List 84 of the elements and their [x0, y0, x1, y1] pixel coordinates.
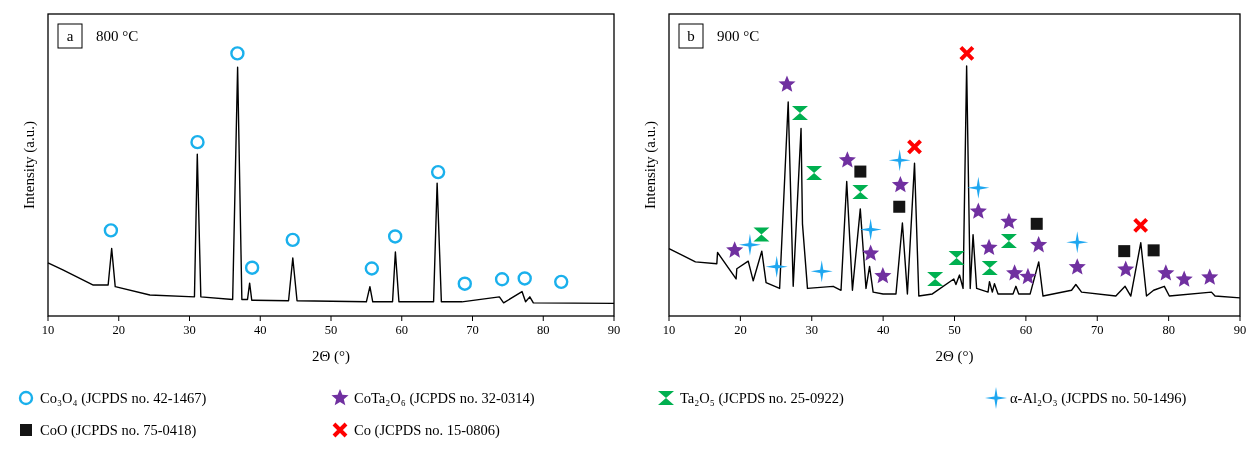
point: [852, 185, 869, 200]
legend-label: α-Al₂O₃ (JCPDS no. 50-1496): [1010, 390, 1187, 407]
point: [1068, 258, 1086, 275]
point: [285, 232, 300, 248]
point: [753, 227, 770, 242]
point: [494, 272, 510, 287]
text: b: [687, 28, 695, 44]
point: [891, 175, 909, 193]
point: [980, 238, 998, 255]
point: [738, 233, 761, 256]
point: [190, 134, 205, 150]
x-tick-label: 20: [734, 323, 747, 337]
point: [457, 276, 472, 291]
x-tick-label: 10: [41, 323, 55, 337]
point: [791, 106, 808, 120]
point: [958, 45, 975, 62]
point: [1066, 231, 1089, 254]
y-axis-title: Intensity (a.u.): [642, 121, 659, 209]
point: [981, 260, 998, 275]
x-tick-label: 80: [1162, 323, 1175, 337]
x-tick-label: 60: [395, 323, 408, 337]
point: [1030, 217, 1043, 230]
point: [859, 218, 882, 241]
x-tick-label: 40: [876, 323, 890, 337]
x-tick-label: 20: [112, 323, 125, 337]
chart-title: 800 °C: [96, 28, 139, 44]
point: [874, 267, 892, 284]
point: [927, 271, 944, 286]
legend-label: CoO (JCPDS no. 75-0418): [40, 422, 197, 439]
point: [1175, 270, 1193, 287]
point: [244, 260, 260, 275]
point: [1132, 217, 1149, 234]
chart-title: 900 °C: [717, 28, 760, 44]
point: [554, 274, 569, 290]
point: [765, 255, 788, 278]
x-tick-label: 50: [948, 323, 961, 337]
legend-label: Co (JCPDS no. 15-0806): [354, 422, 500, 439]
x-tick-label: 30: [183, 323, 196, 337]
point: [1019, 267, 1037, 285]
y-axis-title: Intensity (a.u.): [21, 121, 38, 209]
point: [906, 138, 923, 155]
point: [726, 241, 744, 258]
point: [810, 260, 833, 283]
x-tick-label: 90: [607, 323, 621, 337]
x-tick-label: 80: [537, 323, 550, 337]
point: [854, 165, 867, 178]
point: [967, 176, 990, 199]
point: [862, 244, 880, 261]
x-tick-label: 10: [662, 323, 676, 337]
x-tick-label: 40: [254, 323, 267, 337]
text: a: [66, 28, 74, 44]
point: [1000, 212, 1018, 229]
point: [948, 250, 965, 265]
point: [893, 200, 906, 213]
point: [838, 151, 856, 168]
point: [1000, 233, 1017, 248]
point: [969, 202, 987, 219]
x-tick-label: 90: [1233, 323, 1247, 337]
point: [1201, 268, 1219, 285]
point: [230, 46, 245, 61]
x-tick-label: 70: [466, 323, 479, 337]
point: [1006, 264, 1024, 281]
legend-label: CoTa₂O₆ (JCPDS no. 32-0314): [354, 390, 535, 407]
point: [888, 149, 911, 172]
point: [1147, 244, 1160, 257]
point: [517, 271, 532, 286]
point: [430, 164, 446, 180]
x-tick-label: 60: [1019, 323, 1033, 337]
point: [387, 229, 403, 244]
point: [364, 261, 380, 276]
x-tick-label: 50: [324, 323, 338, 337]
point: [806, 165, 823, 180]
x-axis-title: 2Θ (°): [935, 348, 974, 365]
x-tick-label: 30: [805, 323, 818, 337]
legend-label: Ta₂O₅ (JCPDS no. 25-0922): [680, 390, 844, 407]
point: [1157, 264, 1175, 281]
point: [778, 75, 796, 92]
point: [1117, 260, 1135, 277]
point: [103, 223, 119, 238]
point: [1030, 236, 1048, 253]
x-tick-label: 70: [1091, 323, 1104, 337]
x-axis-title: 2Θ (°): [311, 348, 351, 365]
point: [1118, 245, 1131, 258]
legend-label: Co₃O₄ (JCPDS no. 42-1467): [40, 390, 207, 407]
